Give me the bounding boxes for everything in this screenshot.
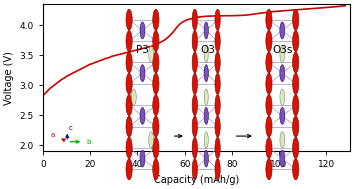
Circle shape	[293, 95, 299, 116]
Circle shape	[126, 31, 132, 52]
Circle shape	[192, 116, 198, 137]
Circle shape	[280, 65, 285, 82]
X-axis label: Capacity (mAh/g): Capacity (mAh/g)	[154, 175, 239, 185]
Circle shape	[204, 89, 208, 105]
Circle shape	[266, 95, 272, 116]
Circle shape	[153, 116, 159, 137]
Circle shape	[153, 9, 159, 30]
Circle shape	[293, 9, 299, 30]
Circle shape	[293, 73, 299, 94]
Circle shape	[126, 9, 132, 30]
Text: a: a	[51, 132, 55, 138]
Text: P3: P3	[136, 45, 149, 55]
Text: c: c	[69, 125, 73, 131]
Circle shape	[266, 159, 272, 180]
Circle shape	[126, 137, 132, 158]
Circle shape	[280, 46, 285, 63]
Circle shape	[153, 159, 159, 180]
Circle shape	[280, 22, 285, 39]
Circle shape	[204, 107, 208, 124]
Circle shape	[192, 95, 198, 116]
Circle shape	[266, 73, 272, 94]
Circle shape	[293, 116, 299, 137]
Circle shape	[215, 159, 220, 180]
Circle shape	[204, 22, 208, 39]
Circle shape	[192, 73, 198, 94]
Circle shape	[266, 116, 272, 137]
Circle shape	[140, 22, 145, 39]
Circle shape	[215, 52, 220, 73]
Circle shape	[215, 9, 220, 30]
Circle shape	[126, 73, 132, 94]
Circle shape	[126, 95, 132, 116]
Circle shape	[293, 137, 299, 158]
Circle shape	[126, 159, 132, 180]
Circle shape	[293, 31, 299, 52]
Circle shape	[266, 137, 272, 158]
Circle shape	[153, 52, 159, 73]
Circle shape	[192, 159, 198, 180]
Circle shape	[215, 95, 220, 116]
Circle shape	[131, 89, 136, 105]
Circle shape	[192, 137, 198, 158]
Circle shape	[140, 107, 145, 124]
Circle shape	[153, 137, 159, 158]
Circle shape	[280, 132, 285, 148]
Circle shape	[126, 52, 132, 73]
Circle shape	[293, 52, 299, 73]
Text: b: b	[86, 139, 90, 145]
Circle shape	[204, 150, 208, 167]
Circle shape	[280, 89, 285, 105]
Circle shape	[153, 95, 159, 116]
Circle shape	[153, 31, 159, 52]
Circle shape	[204, 46, 208, 63]
Circle shape	[280, 107, 285, 124]
Y-axis label: Voltage (V): Voltage (V)	[4, 51, 14, 105]
Circle shape	[215, 31, 220, 52]
Circle shape	[149, 46, 154, 63]
Circle shape	[215, 116, 220, 137]
Circle shape	[192, 31, 198, 52]
Circle shape	[204, 132, 208, 148]
Circle shape	[215, 73, 220, 94]
Circle shape	[192, 9, 198, 30]
Circle shape	[266, 31, 272, 52]
Text: O3s: O3s	[273, 45, 293, 55]
Circle shape	[140, 150, 145, 167]
Circle shape	[266, 9, 272, 30]
Circle shape	[192, 52, 198, 73]
Circle shape	[149, 132, 154, 148]
Circle shape	[215, 137, 220, 158]
Circle shape	[153, 73, 159, 94]
Circle shape	[293, 159, 299, 180]
Circle shape	[140, 65, 145, 82]
Circle shape	[204, 65, 208, 82]
Circle shape	[280, 150, 285, 167]
Circle shape	[266, 52, 272, 73]
Circle shape	[126, 116, 132, 137]
Text: O3: O3	[200, 45, 215, 55]
